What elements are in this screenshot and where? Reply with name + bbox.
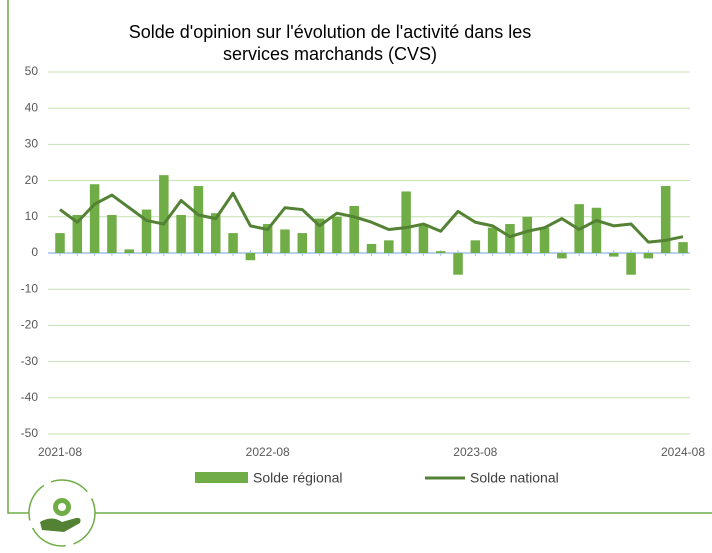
y-tick-label: -10 — [21, 281, 39, 295]
line — [59, 191, 684, 244]
bar — [297, 233, 308, 253]
bar — [435, 251, 446, 253]
x-tick-label: 2022-08 — [246, 445, 290, 459]
card-frame — [7, 0, 712, 514]
bar — [401, 191, 411, 253]
y-tick-label: 30 — [25, 137, 39, 151]
bar — [176, 214, 186, 253]
legend-label: Solde régional — [253, 470, 343, 486]
x-tick-label: 2023-08 — [453, 445, 497, 459]
bar — [141, 209, 152, 253]
y-tick-label: -30 — [21, 354, 39, 368]
legend-label: Solde national — [470, 470, 559, 486]
bar — [626, 253, 636, 275]
chart-title: Solde d'opinion sur l'évolution de l'act… — [129, 22, 532, 42]
y-tick-label: 50 — [25, 64, 39, 78]
bar — [245, 253, 256, 261]
x-tick-label: 2021-08 — [38, 445, 82, 459]
bar — [228, 233, 238, 253]
legend-swatch — [195, 472, 248, 483]
bar — [660, 186, 671, 253]
bar — [384, 240, 394, 253]
bar — [280, 229, 290, 253]
bar — [193, 186, 204, 253]
bar — [314, 218, 325, 253]
bar — [643, 253, 654, 259]
y-tick-label: -20 — [21, 318, 39, 332]
bar — [418, 224, 429, 253]
bar — [539, 227, 550, 253]
bar — [210, 213, 221, 253]
bar — [678, 242, 688, 253]
bar — [349, 205, 359, 253]
y-tick-label: -40 — [21, 390, 39, 404]
bar — [470, 240, 481, 253]
bar — [557, 253, 567, 259]
bar — [453, 253, 463, 275]
bar — [591, 207, 602, 253]
bar — [89, 184, 100, 253]
bar — [55, 233, 65, 253]
bar — [505, 224, 515, 253]
x-tick-label: 2024-08 — [661, 445, 705, 459]
y-tick-label: 40 — [25, 100, 39, 114]
bar — [107, 214, 117, 253]
bar — [522, 216, 533, 253]
bar — [366, 243, 377, 253]
bar — [124, 249, 134, 253]
y-tick-label: 20 — [25, 173, 39, 187]
bar — [487, 227, 498, 253]
bar — [159, 175, 169, 253]
y-tick-label: -50 — [21, 426, 39, 440]
bar — [609, 253, 619, 257]
y-tick-label: 0 — [31, 245, 38, 259]
bar — [72, 214, 83, 253]
logo — [28, 479, 96, 547]
bar — [332, 216, 342, 253]
y-tick-label: 10 — [25, 209, 39, 223]
bar — [262, 224, 273, 253]
chart-title: services marchands (CVS) — [223, 44, 437, 64]
